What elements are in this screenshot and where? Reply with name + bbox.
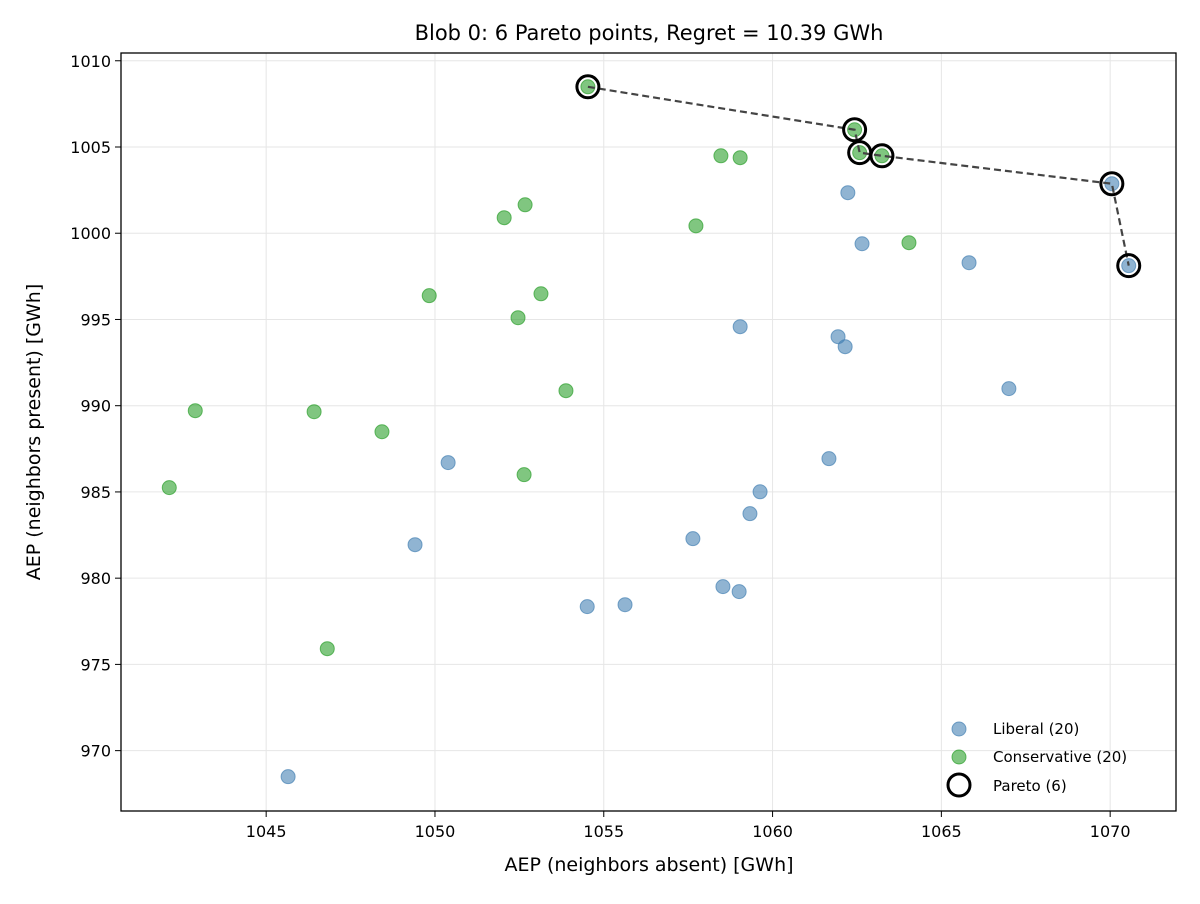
y-tick-label: 1005	[70, 138, 111, 157]
liberal-point	[752, 484, 768, 500]
y-axis-ticks: 970 975 980 985 990 995 1000 1005 1010	[70, 52, 121, 761]
conservative-point	[496, 210, 512, 226]
y-tick-label: 995	[80, 310, 111, 329]
liberal-point	[440, 455, 456, 471]
y-tick-label: 970	[80, 742, 111, 761]
liberal-point	[742, 506, 758, 522]
conservative-point	[319, 641, 335, 657]
y-tick-label: 980	[80, 569, 111, 588]
conservative-point	[374, 424, 390, 440]
y-tick-label: 1010	[70, 52, 111, 71]
legend-label-conservative: Conservative (20)	[993, 748, 1127, 766]
y-tick-label: 990	[80, 397, 111, 416]
conservative-point	[713, 148, 729, 164]
y-tick-label: 975	[80, 655, 111, 674]
liberal-point	[1001, 381, 1017, 397]
legend-marker-liberal	[951, 721, 967, 737]
x-tick-label: 1045	[246, 822, 287, 841]
pareto-point	[1116, 253, 1142, 279]
conservative-point	[517, 197, 533, 213]
y-axis-label: AEP (neighbors present) [GWh]	[23, 284, 45, 581]
chart-title: Blob 0: 6 Pareto points, Regret = 10.39 …	[415, 21, 884, 45]
conservative-point	[533, 286, 549, 302]
x-tick-label: 1060	[752, 822, 793, 841]
pareto-point	[869, 143, 895, 169]
conservative-point	[558, 383, 574, 399]
liberal-point	[579, 599, 595, 615]
data-marks	[161, 74, 1142, 785]
liberal-point	[407, 537, 423, 553]
pareto-point	[842, 117, 868, 143]
plot-frame	[120, 52, 1177, 812]
liberal-point	[617, 597, 633, 613]
liberal-point	[837, 339, 853, 355]
conservative-point	[161, 480, 177, 496]
liberal-point	[685, 531, 701, 547]
liberal-point	[840, 185, 856, 201]
liberal-point	[821, 451, 837, 467]
x-tick-label: 1065	[921, 822, 962, 841]
x-axis-ticks: 1045 1050 1055 1060 1065 1070	[246, 811, 1131, 841]
x-tick-label: 1050	[415, 822, 456, 841]
liberal-point	[280, 769, 296, 785]
legend: Liberal (20) Conservative (20) Pareto (6…	[946, 720, 1127, 798]
y-tick-label: 1000	[70, 224, 111, 243]
conservative-point	[688, 218, 704, 234]
conservative-point	[510, 310, 526, 326]
liberal-point	[732, 319, 748, 335]
x-axis-label: AEP (neighbors absent) [GWh]	[504, 854, 793, 876]
conservative-point	[516, 467, 532, 483]
legend-label-pareto: Pareto (6)	[993, 777, 1067, 795]
pareto-point	[1099, 171, 1125, 197]
liberal-point	[715, 579, 731, 595]
x-tick-label: 1055	[583, 822, 624, 841]
conservative-point	[187, 403, 203, 419]
y-tick-label: 985	[80, 483, 111, 502]
pareto-front-line	[587, 85, 1130, 266]
legend-marker-conservative	[951, 749, 967, 765]
conservative-point	[421, 288, 437, 304]
legend-label-liberal: Liberal (20)	[993, 720, 1079, 738]
conservative-point	[732, 150, 748, 166]
liberal-point	[731, 584, 747, 600]
liberal-point	[961, 255, 977, 271]
conservative-point	[306, 404, 322, 420]
grid	[121, 53, 1176, 811]
pareto-point	[575, 74, 601, 100]
legend-marker-pareto	[946, 772, 972, 798]
x-tick-label: 1070	[1090, 822, 1131, 841]
conservative-point	[901, 235, 917, 251]
liberal-point	[854, 236, 870, 252]
